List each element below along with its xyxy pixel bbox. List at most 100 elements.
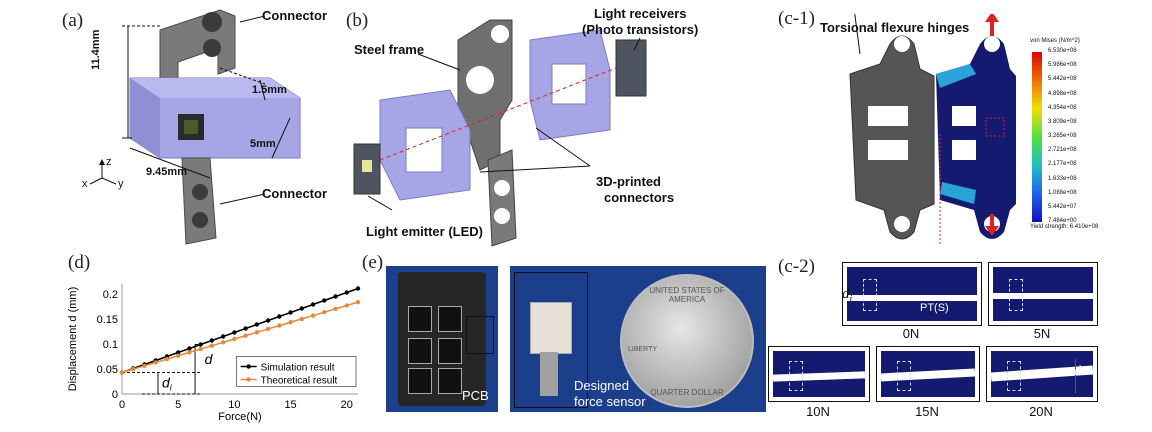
panel-b-letter: (b) (346, 10, 369, 31)
series-1-point (232, 330, 237, 335)
legend-label: Theoretical result (261, 376, 338, 387)
series-1-point (277, 314, 282, 319)
series-1-point (254, 322, 260, 327)
series-2-point (299, 316, 305, 322)
fea-cell-10n (768, 346, 870, 402)
c2-di-label: di (842, 286, 853, 305)
light-emitter-label: Light emitter (LED) (366, 224, 483, 239)
series-2-point (288, 320, 293, 325)
series-1-point (299, 306, 305, 311)
series-1-point (265, 318, 271, 323)
panel-c1-letter: (c-1) (778, 8, 815, 29)
legend-tick-label: 3.809e+08 (1048, 118, 1077, 125)
y-tick-label: 0.05 (97, 364, 118, 376)
legend-swatch-point (246, 377, 251, 382)
series-2-point (209, 343, 215, 348)
series-1-point (333, 294, 338, 299)
panel-a-sensor-drawing (89, 9, 301, 245)
series-2-point (153, 360, 158, 365)
legend-tick-label: 1.633e+08 (1048, 175, 1077, 182)
di-label: di (162, 374, 173, 392)
caption-10n: 10N (806, 404, 830, 419)
legend-tick-label: 5.986e+08 (1048, 62, 1077, 69)
series-2-point (175, 353, 181, 358)
c2-pt-label: PT(S) (920, 302, 949, 314)
fea-cell-15n (876, 346, 980, 402)
legend-swatch-point (246, 364, 251, 369)
panel-b-exploded-drawing (353, 19, 647, 247)
x-tick-label: 5 (175, 399, 181, 411)
series-1-point (344, 290, 349, 295)
series-2-point (164, 356, 170, 362)
series-2-point (265, 326, 271, 332)
von-mises-legend: von Mises (N/m^2) 6.530e+08 5.986e+08 5.44… (1026, 38, 1136, 238)
connector-top-label: Connector (262, 8, 327, 23)
sensor-label-line2: force sensor (574, 394, 646, 409)
panel-c1-fea-drawing (849, 14, 1016, 246)
steel-frame-label: Steel frame (354, 42, 425, 57)
coin-top-text: UNITED STATES OF AMERICA (649, 286, 725, 304)
series-2-point (119, 370, 125, 375)
caption-5n: 5N (1033, 326, 1051, 341)
legend-tick-label: 4.354e+08 (1048, 104, 1077, 111)
fea-cell-5n (988, 262, 1098, 326)
series-line-2 (121, 301, 359, 374)
series-1-point (175, 350, 181, 355)
photo-transistors-label: (Photo transistors) (582, 22, 699, 37)
series-2-point (187, 350, 192, 355)
series-1-point (198, 342, 203, 347)
sensor-photo: UNITED STATES OF AMERICA LIBERTY QUARTER… (510, 266, 766, 412)
y-axis-label: Displacement d (mm) (67, 287, 79, 392)
y-tick-label: 0.15 (97, 314, 118, 326)
axis-y-label: y (118, 178, 124, 190)
x-axis-label: Force(N) (218, 411, 261, 423)
legend-tick-label: 3.265e+08 (1048, 133, 1077, 139)
coin-bottom-text: QUARTER DOLLAR (650, 388, 724, 397)
caption-0n: 0N (902, 326, 920, 341)
panel-d-letter: (d) (68, 252, 91, 273)
legend-tick-label: 2.177e+08 (1048, 161, 1077, 168)
legend-tick-label: 4.898e+08 (1048, 90, 1077, 97)
series-1-point (187, 346, 192, 351)
caption-15n: 15N (915, 404, 939, 419)
series-2-point (254, 330, 260, 335)
legend-box (236, 356, 357, 387)
legend-tick-label: 5.442e+07 (1048, 203, 1077, 210)
axis-x-label: x (82, 178, 88, 190)
connector-bottom-label: Connector (262, 186, 327, 201)
legend-colorbar (1032, 52, 1042, 222)
x-tick-label: 0 (119, 399, 125, 411)
3d-printed-label: 3D-printed (596, 174, 661, 189)
fea-cell-0n (842, 262, 982, 326)
x-tick-label: 10 (228, 399, 240, 411)
yield-strength-label: Yield strength: 6.410e+08 (1030, 224, 1099, 230)
dim-height-label: 11.4mm (90, 29, 102, 70)
series-2-point (220, 340, 226, 345)
series-2-point (131, 366, 136, 372)
light-receivers-label: Light receivers (594, 6, 687, 21)
legend-tick-label: 7.484e+00 (1048, 218, 1077, 224)
legend-tick-label: 2.721e+08 (1048, 147, 1077, 154)
d-label: d (205, 351, 214, 367)
panel-a-letter: (a) (62, 10, 84, 31)
sensor-label-line1: Designed (574, 378, 629, 393)
dim-width-label: 9.45mm (146, 166, 187, 178)
series-1-point (243, 326, 248, 331)
quarter-coin: UNITED STATES OF AMERICA LIBERTY QUARTER… (620, 274, 754, 408)
series-1-point (322, 298, 327, 303)
series-2-point (333, 306, 338, 312)
legend-ticks: 6.530e+08 5.986e+08 5.442e+08 4.898e+08 4.35… (1048, 48, 1128, 228)
panel-e-letter: (e) (362, 252, 384, 273)
legend-tick-label: 1.088e+08 (1048, 189, 1077, 196)
dim-1-5mm-label: 1.5mm (252, 84, 287, 96)
y-tick-label: 0 (112, 389, 118, 401)
series-1-point (310, 302, 316, 307)
series-2-point (243, 333, 248, 338)
fea-cell-20n (986, 346, 1098, 402)
series-2-point (198, 346, 203, 352)
series-line-1 (121, 287, 359, 374)
series-1-point (355, 286, 361, 291)
legend-tick-label: 6.530e+08 (1048, 48, 1077, 54)
legend-title: von Mises (N/m^2) (1030, 38, 1080, 44)
c2-d-label: d (1074, 364, 1081, 379)
